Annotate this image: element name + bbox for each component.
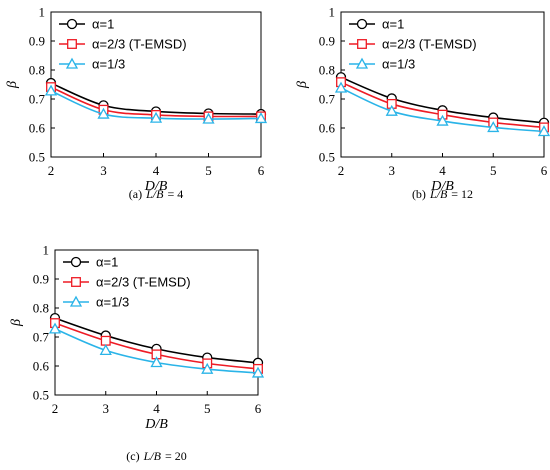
y-tick-label: 0.5 — [29, 150, 45, 165]
data-point-triangle — [251, 366, 265, 378]
y-tick-label: 0.8 — [29, 63, 45, 78]
x-tick-label: 6 — [541, 163, 548, 178]
y-axis-label: β — [5, 81, 20, 89]
caption-value: = 20 — [165, 449, 187, 463]
x-tick-label: 5 — [204, 401, 211, 416]
y-tick-label: 1 — [39, 5, 46, 20]
y-tick-label: 0.5 — [33, 388, 49, 403]
caption-expression: L/B — [429, 187, 448, 201]
y-tick-label: 0.8 — [33, 301, 49, 316]
x-tick-label: 2 — [52, 401, 59, 416]
y-tick-label: 0.6 — [319, 121, 336, 136]
x-tick-label: 3 — [103, 401, 110, 416]
y-tick-label: 0.8 — [319, 63, 335, 78]
legend-triangle-icon — [355, 57, 369, 69]
data-point-triangle — [149, 111, 163, 123]
legend-label: α=2/3 (T-EMSD) — [92, 37, 187, 52]
y-tick-label: 0.7 — [29, 92, 46, 107]
data-point-triangle — [254, 112, 268, 124]
caption-expression: L/B — [143, 449, 162, 463]
data-point-triangle — [48, 322, 62, 334]
caption-value: = 4 — [167, 187, 183, 201]
legend-label: α=2/3 (T-EMSD) — [96, 275, 191, 290]
legend-triangle-icon — [69, 295, 83, 307]
x-tick-label: 4 — [153, 401, 160, 416]
legend-square-icon — [67, 39, 77, 49]
y-tick-label: 0.7 — [319, 92, 336, 107]
data-point-triangle — [97, 107, 110, 119]
y-tick-label: 0.9 — [33, 272, 49, 287]
x-tick-label: 5 — [490, 163, 497, 178]
chart-panel-c: 0.5 0.6 0.7 0.8 0.9 1 2 3 4 5 6 D/B β α=1 α=2/3 (T-EMS… — [9, 243, 265, 463]
x-tick-label: 2 — [338, 163, 345, 178]
y-tick-label: 0.6 — [33, 359, 50, 374]
caption-letter: (c) — [126, 449, 139, 463]
x-axis-label: D/B — [430, 179, 454, 194]
legend-label: α=2/3 (T-EMSD) — [382, 37, 477, 52]
x-tick-label: 3 — [389, 163, 396, 178]
data-point-triangle — [201, 362, 214, 374]
legend-label: α=1/3 — [92, 57, 125, 72]
x-tick-label: 2 — [48, 163, 55, 178]
caption-letter: (b) — [412, 187, 426, 201]
caption-letter: (a) — [129, 187, 142, 201]
data-point-triangle — [436, 114, 449, 126]
legend-square-icon — [357, 39, 367, 49]
x-tick-label: 4 — [439, 163, 446, 178]
x-tick-label: 3 — [100, 163, 107, 178]
plot-frame — [54, 249, 259, 396]
legend-circle-icon — [356, 18, 368, 30]
panel-caption: (b) L/B = 12 — [412, 187, 473, 201]
plot-frame — [340, 11, 545, 158]
data-point-square — [100, 335, 111, 346]
x-tick-label: 6 — [255, 401, 262, 416]
data-point-triangle — [537, 125, 550, 137]
y-tick-label: 0.5 — [319, 150, 335, 165]
y-tick-label: 0.9 — [29, 34, 45, 49]
x-tick-label: 6 — [258, 163, 265, 178]
legend-label: α=1/3 — [382, 57, 415, 72]
y-tick-label: 1 — [43, 243, 50, 258]
x-tick-label: 4 — [153, 163, 160, 178]
y-axis-label: β — [9, 319, 24, 327]
caption-expression: L/B — [145, 187, 164, 201]
data-point-triangle — [150, 356, 163, 368]
panel-caption: (c) L/B = 20 — [126, 449, 186, 463]
y-tick-label: 1 — [329, 5, 336, 20]
y-tick-label: 0.9 — [319, 34, 335, 49]
legend-circle-icon — [66, 18, 78, 30]
legend-label: α=1 — [382, 17, 404, 32]
chart-panel-b: 0.5 0.6 0.7 0.8 0.9 1 2 3 4 5 6 D/B β α=1 α=2/3 (T-EMS… — [295, 5, 550, 201]
y-tick-label: 0.6 — [29, 121, 46, 136]
data-point-triangle — [99, 344, 112, 355]
x-axis-label: D/B — [144, 179, 168, 194]
plot-frame — [50, 11, 262, 158]
panel-caption: (a) L/B = 4 — [129, 187, 183, 201]
x-axis-label: D/B — [144, 417, 168, 432]
legend-label: α=1 — [96, 255, 118, 270]
data-point-triangle — [334, 81, 348, 93]
legend-triangle-icon — [65, 57, 79, 69]
data-point-triangle — [385, 104, 398, 116]
y-axis-label: β — [295, 81, 310, 89]
data-point-triangle — [202, 112, 215, 124]
chart-panel-a: 0.5 0.6 0.7 0.8 0.9 1 2 3 4 5 6 D/B β α=1 α=2/3 (T-EMS… — [5, 5, 268, 201]
data-point-triangle — [487, 121, 500, 133]
legend-square-icon — [71, 277, 81, 287]
legend-label: α=1/3 — [96, 295, 129, 310]
x-tick-label: 5 — [205, 163, 212, 178]
y-tick-label: 0.7 — [33, 330, 50, 345]
legend-label: α=1 — [92, 17, 114, 32]
data-point-triangle — [44, 84, 58, 96]
legend-circle-icon — [70, 256, 82, 268]
caption-value: = 12 — [451, 187, 473, 201]
